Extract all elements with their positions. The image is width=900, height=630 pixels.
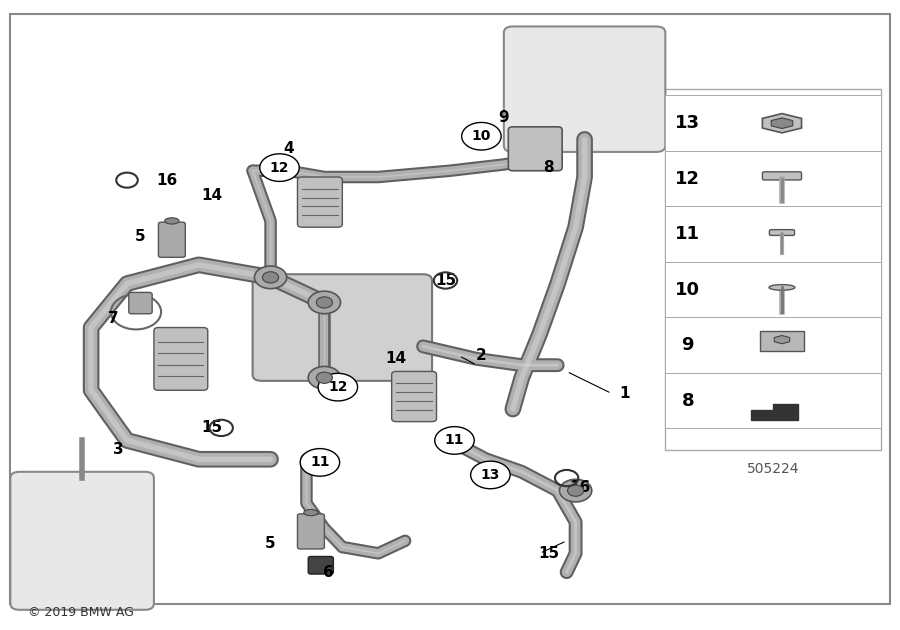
Polygon shape <box>751 404 797 420</box>
Text: 10: 10 <box>675 281 700 299</box>
Text: 12: 12 <box>675 169 700 188</box>
Circle shape <box>263 272 279 283</box>
FancyBboxPatch shape <box>158 222 185 257</box>
Text: 6: 6 <box>323 564 334 580</box>
Text: 11: 11 <box>310 455 329 469</box>
Text: 9: 9 <box>681 336 694 354</box>
Ellipse shape <box>165 218 179 224</box>
FancyBboxPatch shape <box>253 274 432 381</box>
Circle shape <box>308 367 340 389</box>
Circle shape <box>316 297 332 308</box>
Text: 10: 10 <box>472 129 491 143</box>
FancyBboxPatch shape <box>308 556 333 574</box>
Circle shape <box>435 427 474 454</box>
Text: © 2019 BMW AG: © 2019 BMW AG <box>28 607 134 619</box>
FancyBboxPatch shape <box>504 26 665 152</box>
Circle shape <box>260 154 300 181</box>
Polygon shape <box>762 113 802 133</box>
FancyBboxPatch shape <box>665 96 881 151</box>
Text: 11: 11 <box>445 433 464 447</box>
Text: 13: 13 <box>481 468 500 482</box>
FancyBboxPatch shape <box>665 151 881 207</box>
FancyBboxPatch shape <box>154 328 208 390</box>
Circle shape <box>301 449 339 476</box>
Circle shape <box>316 372 332 384</box>
Text: 5: 5 <box>266 536 276 551</box>
Text: 7: 7 <box>108 311 119 326</box>
FancyBboxPatch shape <box>508 127 562 171</box>
Circle shape <box>318 374 357 401</box>
Circle shape <box>568 485 584 496</box>
FancyBboxPatch shape <box>298 514 324 549</box>
Text: 16: 16 <box>157 173 178 188</box>
FancyBboxPatch shape <box>665 207 881 262</box>
FancyBboxPatch shape <box>762 172 802 180</box>
Text: 16: 16 <box>570 480 590 495</box>
Text: 1: 1 <box>620 386 630 401</box>
FancyBboxPatch shape <box>770 230 795 236</box>
Text: 3: 3 <box>112 442 123 457</box>
FancyBboxPatch shape <box>11 472 154 610</box>
FancyBboxPatch shape <box>665 262 881 318</box>
FancyBboxPatch shape <box>665 373 881 428</box>
Polygon shape <box>774 336 789 344</box>
Text: 4: 4 <box>284 141 293 156</box>
Circle shape <box>255 266 287 289</box>
Ellipse shape <box>770 285 795 290</box>
Text: 8: 8 <box>544 160 554 175</box>
FancyBboxPatch shape <box>11 14 889 604</box>
Text: 8: 8 <box>681 392 694 410</box>
Text: 15: 15 <box>202 420 223 435</box>
Text: 2: 2 <box>476 348 487 364</box>
Text: 14: 14 <box>385 352 407 367</box>
FancyBboxPatch shape <box>392 372 436 421</box>
Text: 9: 9 <box>499 110 509 125</box>
Text: 13: 13 <box>675 114 700 132</box>
Circle shape <box>308 291 340 314</box>
Circle shape <box>462 122 501 150</box>
Text: 11: 11 <box>675 225 700 243</box>
Text: 15: 15 <box>538 546 559 561</box>
Text: 12: 12 <box>328 380 347 394</box>
Circle shape <box>471 461 510 489</box>
FancyBboxPatch shape <box>129 292 152 314</box>
Text: 14: 14 <box>202 188 223 203</box>
FancyBboxPatch shape <box>298 177 342 227</box>
FancyBboxPatch shape <box>760 331 804 350</box>
Text: 505224: 505224 <box>747 462 799 476</box>
Circle shape <box>560 479 592 502</box>
FancyBboxPatch shape <box>665 318 881 373</box>
FancyBboxPatch shape <box>665 89 881 450</box>
Text: 12: 12 <box>270 161 289 175</box>
Text: 15: 15 <box>435 273 456 288</box>
Text: 5: 5 <box>135 229 146 244</box>
Polygon shape <box>771 118 793 129</box>
Ellipse shape <box>304 510 318 516</box>
